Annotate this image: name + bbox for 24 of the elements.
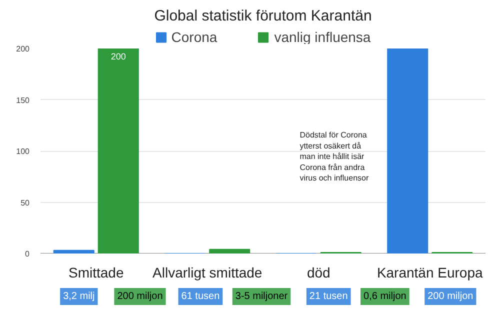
- bar: [53, 250, 94, 254]
- annotation: Dödstal för Corona ytterst osäkert då man inte hållit isär Corona från andra virus och influensor: [300, 130, 369, 183]
- text: 21 tusen: [309, 291, 348, 302]
- chart-title: Global statistik förutom Karantän: [154, 8, 372, 24]
- bar: [209, 248, 250, 254]
- legend-label: Corona: [171, 28, 218, 44]
- y-tick-label: 100: [16, 147, 30, 156]
- x-tick-label: död: [306, 264, 330, 280]
- x-tick-label: Smittade: [68, 264, 124, 280]
- text: 3-5 miljoner: [235, 291, 288, 302]
- text: 200 miljon: [117, 291, 163, 302]
- x-tick-label: Karantän Europa: [376, 264, 484, 280]
- y-tick-label: 150: [16, 96, 30, 105]
- y-tick-label: 0: [25, 250, 30, 258]
- text: 3,2 milj: [63, 291, 95, 302]
- text: 0,6 miljon: [364, 291, 406, 302]
- text: 200 miljon: [428, 291, 474, 302]
- y-tick-label: 50: [20, 198, 30, 208]
- y-tick-label: 200: [16, 44, 30, 54]
- bar: [98, 48, 139, 254]
- data-label: 200: [110, 52, 126, 62]
- x-tick-label: Allvarligt smittade: [152, 264, 262, 280]
- text: 61 tusen: [181, 291, 220, 302]
- bar: [387, 48, 428, 254]
